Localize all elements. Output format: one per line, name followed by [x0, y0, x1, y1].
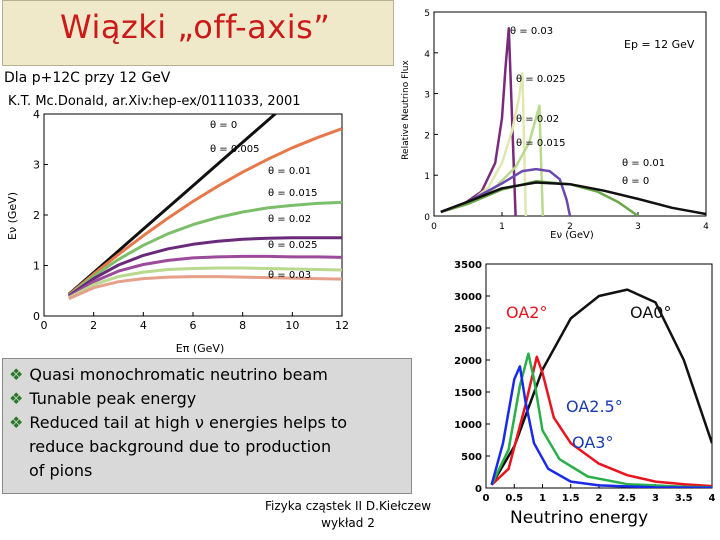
y-tick-label: 2 [424, 131, 430, 141]
y-tick-label: 1500 [454, 388, 482, 399]
x-tick-label: 2 [567, 222, 573, 232]
slide-subtitle: Dla p+12C przy 12 GeV [4, 70, 171, 86]
y-tick-label: 500 [461, 452, 482, 463]
diamond-bullet-icon: ❖ [9, 389, 24, 408]
x-tick-label: 10 [285, 319, 299, 332]
footer-line1: Fizyka cząstek II D.Kiełczew [264, 499, 432, 513]
diamond-bullet-icon: ❖ [9, 365, 24, 384]
series-line [490, 352, 712, 488]
series-line [67, 200, 342, 297]
x-tick-label: 12 [335, 319, 349, 332]
series-label: θ = 0.01 [268, 166, 311, 177]
neutrino-energy-label: Neutrino energy [510, 508, 649, 528]
series-label: θ = 0.025 [516, 74, 565, 85]
series-label: θ = 0.03 [268, 270, 311, 281]
series-line [490, 288, 712, 486]
y-tick-label: 1000 [454, 420, 482, 431]
y-axis-label: Eν (GeV) [6, 192, 19, 240]
y-tick-label: 2500 [454, 324, 482, 335]
series-annotation: OA0° [630, 303, 671, 322]
x-tick-label: 3 [652, 493, 659, 504]
series-line [490, 355, 712, 488]
series-line [67, 127, 342, 296]
x-tick-label: 2 [90, 319, 97, 332]
bullet-text: Reduced tail at high ν energies helps to [29, 413, 348, 432]
y-tick-label: 2000 [454, 356, 482, 367]
series-label: θ = 0 [210, 120, 237, 131]
series-line [68, 275, 342, 301]
series-label: θ = 0.015 [268, 188, 317, 199]
x-tick-label: 6 [190, 319, 197, 332]
x-tick-label: 3.5 [675, 493, 693, 504]
footer-line2: wykład 2 [321, 516, 375, 530]
y-tick-label: 0 [424, 213, 430, 223]
x-tick-label: 4 [140, 319, 147, 332]
y-tick-label: 3500 [454, 260, 482, 271]
series-line [68, 254, 342, 299]
title-panel [2, 0, 394, 66]
y-tick-label: 0 [33, 310, 40, 323]
chart-relative-flux: 0 1 2 3 4 0 1 2 3 4 5 Eν (GeV) Relative Neutrino Flu… [401, 9, 709, 241]
x-tick-label: 1 [499, 222, 505, 232]
plot-frame [485, 263, 713, 489]
bullet-text: Tunable peak energy [29, 389, 197, 408]
bullet-text: Quasi monochromatic neutrino beam [29, 365, 328, 384]
x-tick-label: 0 [483, 493, 490, 504]
y-tick-label: 3 [424, 91, 430, 101]
series-label: θ = 0.025 [268, 240, 317, 251]
y-tick-label: 3000 [454, 292, 482, 303]
x-tick-label: 3 [635, 222, 641, 232]
diamond-bullet-icon: ❖ [9, 413, 24, 432]
x-axis-label: Eπ (GeV) [176, 342, 224, 355]
x-tick-label: 0.5 [505, 493, 523, 504]
y-tick-label: 4 [424, 50, 430, 60]
series-line [440, 181, 706, 216]
series-line [68, 266, 342, 300]
series-annotation: OA2° [506, 303, 547, 322]
series-label: θ = 0.02 [516, 114, 559, 125]
y-tick-label: 4 [33, 108, 40, 121]
bullet-continuation: of pions [29, 461, 93, 480]
y-tick-label: 0 [475, 484, 482, 495]
y-tick-label: 1 [33, 260, 40, 273]
x-tick-label: 4 [709, 493, 716, 504]
x-tick-label: 2.5 [618, 493, 636, 504]
series-annotation: OA3° [572, 433, 613, 452]
series-label: θ = 0.005 [210, 144, 259, 155]
x-tick-label: 0 [41, 319, 48, 332]
x-tick-label: 1.5 [562, 493, 580, 504]
y-axis-label: Relative Neutrino Flux [401, 60, 411, 160]
energy-annotation: Ep = 12 GeV [624, 38, 695, 51]
bullet-item: ❖ Reduced tail at high ν energies helps t… [9, 411, 405, 435]
x-tick-label: 8 [239, 319, 246, 332]
y-tick-label: 5 [424, 9, 430, 19]
series-label: θ = 0 [622, 176, 649, 187]
bullet-continuation: reduce background due to production [29, 437, 332, 456]
bullet-box: ❖ Quasi monochromatic neutrino beam ❖ Tuna… [2, 358, 412, 494]
x-axis-label: Eν (GeV) [550, 230, 594, 241]
x-tick-label: 2 [596, 493, 603, 504]
series-label: θ = 0.03 [510, 26, 553, 37]
bullet-item: ❖ Tunable peak energy [9, 387, 405, 411]
slide-title: Wiązki „off-axis” [60, 8, 331, 46]
series-line [490, 365, 712, 488]
y-tick-label: 1 [424, 172, 430, 182]
series-line [440, 167, 572, 216]
x-tick-label: 0 [431, 222, 437, 232]
series-label: θ = 0.02 [268, 214, 311, 225]
y-tick-label: 2 [33, 209, 40, 222]
series-label: θ = 0.015 [516, 138, 565, 149]
reference-citation: K.T. Mc.Donald, ar.Xiv:hep-ex/0111033, 2… [8, 94, 301, 109]
footer: Fizyka cząstek II D.Kiełczew wykład 2 [252, 498, 444, 532]
series-line [67, 114, 278, 296]
series-annotation: OA2.5° [566, 397, 623, 416]
x-tick-label: 4 [703, 222, 709, 232]
chart-off-axis-spectra: 0 0.5 1 1.5 2 2.5 3 3.5 4 0 500 1000 1500 2000 2500 300… [454, 260, 716, 504]
series-line [67, 236, 342, 298]
x-tick-label: 1 [539, 493, 546, 504]
series-label: θ = 0.01 [622, 158, 665, 169]
bullet-item: ❖ Quasi monochromatic neutrino beam [9, 363, 405, 387]
y-tick-label: 3 [33, 159, 40, 172]
